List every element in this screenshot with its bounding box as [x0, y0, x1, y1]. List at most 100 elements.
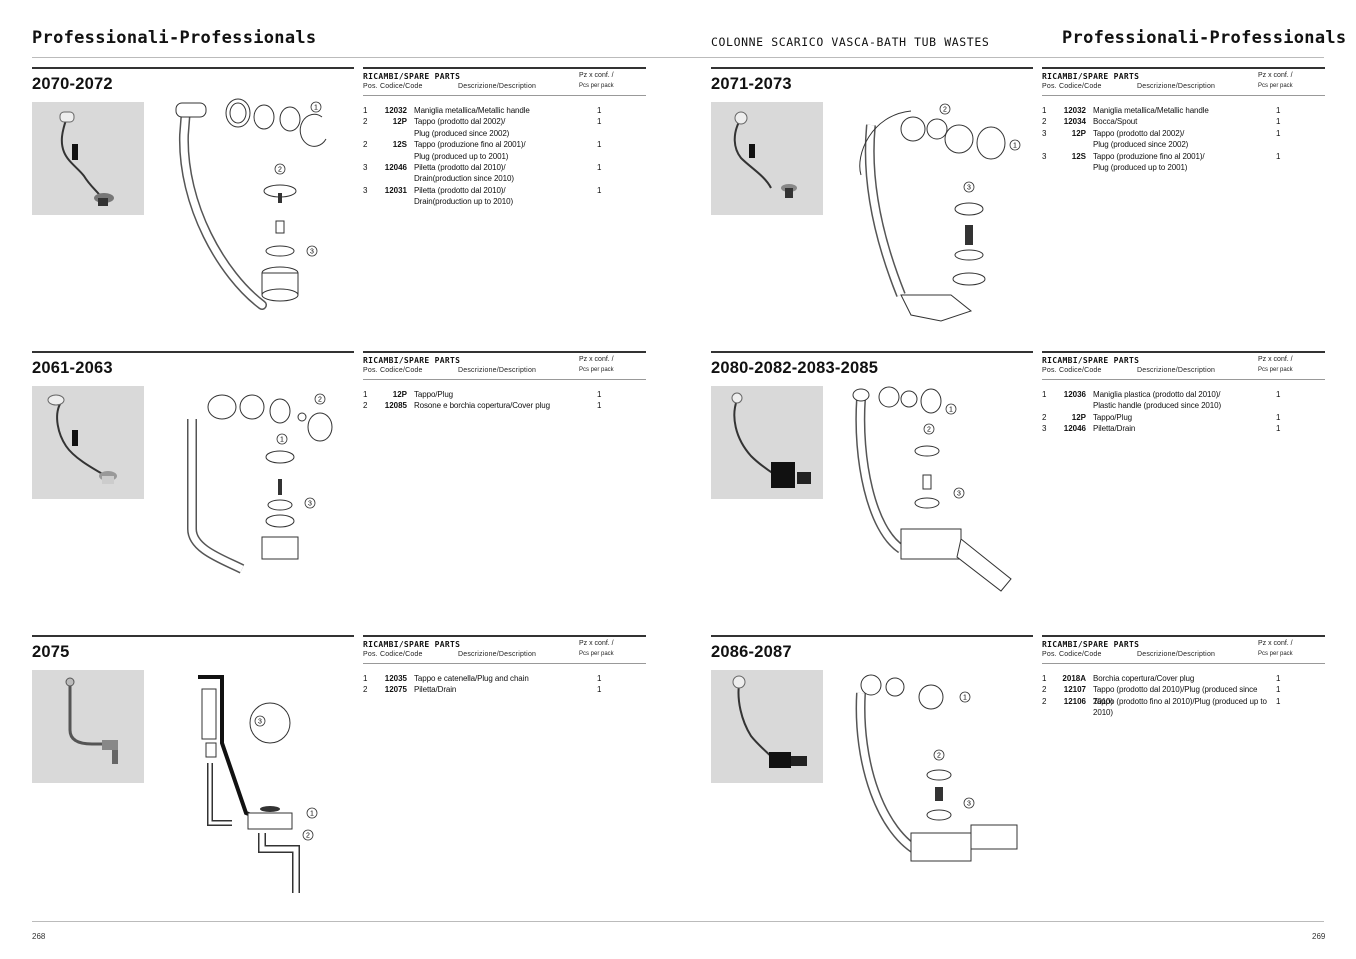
svg-text:1: 1 — [949, 407, 953, 414]
part-description: Tappo (prodotto dal 2010)/Plug (produced… — [1093, 685, 1258, 706]
part-pos: 1 — [1042, 106, 1047, 115]
pos-code-label: Pos. Codice/Code — [1042, 367, 1102, 374]
pcs-per-pack-label: Pcs per pack — [1258, 83, 1293, 89]
model-number: 2075 — [32, 643, 70, 661]
header-rule — [32, 57, 1324, 58]
part-description: Piletta/Drain — [414, 685, 457, 695]
svg-text:3: 3 — [308, 501, 312, 508]
part-description: Piletta/Drain — [1093, 424, 1136, 434]
table-header-rule — [363, 663, 646, 664]
part-qty: 1 — [597, 674, 602, 683]
part-description: Rosone e borchia copertura/Cover plug — [414, 401, 550, 411]
part-code: 12085 — [384, 401, 407, 411]
section-rule — [711, 67, 1033, 69]
product-section: 2075 1 2 3 RICAMBI/SPARE PARTS Pz x conf. … — [32, 635, 646, 905]
part-qty: 1 — [597, 162, 602, 172]
part-row: 2 12085 Rosone e borchia copertura/Cover… — [363, 400, 646, 411]
table-header-rule — [1042, 379, 1325, 380]
part-pos: 3 — [363, 162, 368, 172]
part-code: 12P — [1071, 412, 1086, 422]
part-qty: 1 — [597, 117, 602, 127]
part-code: 12P — [1071, 128, 1086, 138]
spare-parts-title: RICAMBI/SPARE PARTS — [1042, 356, 1140, 365]
svg-text:1: 1 — [310, 811, 314, 818]
callout-1: 1 — [959, 691, 971, 703]
pos-code-label: Pos. Codice/Code — [363, 83, 423, 90]
spare-parts-table: 1 12032 Maniglia metallica/Metallic hand… — [1042, 105, 1325, 173]
svg-text:3: 3 — [310, 249, 314, 256]
part-row: 2 12P Tappo (prodotto dal 2002)/ Plug (p… — [363, 116, 646, 139]
callout-3: 3 — [304, 497, 316, 509]
part-row: 1 12032 Maniglia metallica/Metallic hand… — [1042, 105, 1325, 116]
part-qty: 1 — [597, 106, 602, 115]
part-pos: 1 — [1042, 674, 1047, 683]
pcs-per-pack-label: Pcs per pack — [1258, 651, 1293, 657]
part-row: 3 12031 Piletta (prodotto dal 2010)/ Dra… — [363, 185, 646, 208]
part-row: 3 12P Tappo (prodotto dal 2002)/ Plug (p… — [1042, 128, 1325, 151]
section-rule — [711, 635, 1033, 637]
part-row: 3 12046 Piletta (prodotto dal 2010)/ Dra… — [363, 162, 646, 185]
footer-rule — [32, 921, 1324, 922]
callout-3: 3 — [963, 797, 975, 809]
part-description: Maniglia metallica/Metallic handle — [1093, 106, 1209, 115]
table-rule — [363, 635, 646, 637]
part-qty: 1 — [597, 390, 602, 399]
part-qty: 1 — [597, 140, 602, 150]
part-code: 12075 — [384, 685, 407, 695]
exploded-drawing: 1 2 3 — [841, 95, 1027, 335]
callout-2: 2 — [302, 829, 314, 841]
pos-code-label: Pos. Codice/Code — [1042, 651, 1102, 658]
callout-2: 2 — [933, 749, 945, 761]
spare-parts-title: RICAMBI/SPARE PARTS — [1042, 640, 1140, 649]
spare-parts-title: RICAMBI/SPARE PARTS — [363, 356, 461, 365]
description-label: Descrizione/Description — [1137, 367, 1216, 374]
section-rule — [711, 351, 1033, 353]
part-code: 12036 — [1063, 390, 1086, 399]
part-description: Maniglia plastica (prodotto dal 2010)/ P… — [1093, 390, 1222, 411]
table-rule — [363, 351, 646, 353]
pcs-per-pack-label: Pcs per pack — [579, 367, 614, 373]
part-row: 2 12S Tappo (produzione fino al 2001)/ P… — [363, 139, 646, 162]
product-section: 2061-2063 1 2 3 RICAMBI/SPARE PARTS Pz x c… — [32, 351, 646, 621]
part-qty: 1 — [597, 185, 602, 195]
description-label: Descrizione/Description — [458, 83, 537, 90]
pos-code-label: Pos. Codice/Code — [363, 367, 423, 374]
spare-parts-table: 1 12036 Maniglia plastica (prodotto dal … — [1042, 389, 1325, 435]
pz-conf-label: Pz x conf. / — [1258, 72, 1293, 79]
product-photo — [32, 386, 144, 499]
svg-text:3: 3 — [967, 801, 971, 808]
part-row: 1 12035 Tappo e catenella/Plug and chain… — [363, 673, 646, 684]
table-rule — [363, 67, 646, 69]
exploded-drawing: 1 2 3 — [162, 379, 348, 619]
description-label: Descrizione/Description — [458, 651, 537, 658]
model-number: 2070-2072 — [32, 75, 113, 93]
pz-conf-label: Pz x conf. / — [1258, 640, 1293, 647]
pcs-per-pack-label: Pcs per pack — [1258, 367, 1293, 373]
callout-3: 3 — [254, 715, 266, 727]
part-qty: 1 — [597, 685, 602, 695]
part-pos: 2 — [1042, 696, 1047, 706]
page-number-left: 268 — [32, 932, 46, 941]
part-qty: 1 — [1276, 117, 1281, 127]
part-pos: 1 — [363, 674, 368, 683]
description-label: Descrizione/Description — [458, 367, 537, 374]
part-qty: 1 — [1276, 390, 1281, 399]
pz-conf-label: Pz x conf. / — [1258, 356, 1293, 363]
part-description: Borchia copertura/Cover plug — [1093, 674, 1195, 683]
pz-conf-label: Pz x conf. / — [579, 356, 614, 363]
part-code: 12031 — [384, 185, 407, 195]
product-photo — [711, 102, 823, 215]
part-pos: 1 — [363, 106, 368, 115]
part-pos: 1 — [363, 390, 368, 399]
svg-text:1: 1 — [1013, 143, 1017, 150]
part-description: Tappo/Plug — [414, 390, 454, 399]
model-number: 2071-2073 — [711, 75, 792, 93]
part-description: Tappo/Plug — [1093, 412, 1133, 422]
part-qty: 1 — [1276, 674, 1281, 683]
callout-3: 3 — [306, 245, 318, 257]
part-pos: 1 — [1042, 390, 1047, 399]
part-description: Piletta (prodotto dal 2010)/ Drain(produ… — [414, 185, 514, 207]
table-rule — [1042, 635, 1325, 637]
svg-text:3: 3 — [258, 719, 262, 726]
